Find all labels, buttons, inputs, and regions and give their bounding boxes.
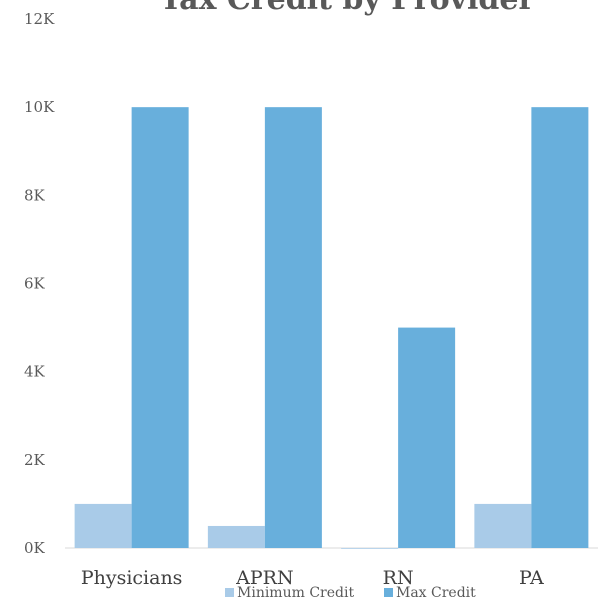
y-tick-label: 4K [24,363,46,381]
y-tick-label: 8K [24,186,46,204]
legend-swatch [225,588,234,597]
bars-group [74,107,589,549]
legend-label: Minimum Credit [237,585,354,601]
y-tick-label: 0K [24,539,46,557]
chart-title: Tax Credit by Provider [160,0,536,17]
x-tick-label: APRN [235,567,293,589]
bar-minimum-credit-aprn [207,525,265,548]
legend: Minimum Credit Max Credit [225,585,476,601]
bar-max-credit-rn [398,327,456,548]
y-tick-label: 6K [24,275,46,293]
x-tick-label: PA [519,567,544,589]
x-tick-label: RN [383,567,414,589]
y-tick-label: 12K [24,10,55,28]
bar-max-credit-pa [531,107,589,549]
legend-swatch [384,588,393,597]
bar-minimum-credit-pa [474,503,532,548]
y-tick-label: 10K [24,98,55,116]
x-tick-label: Physicians [81,567,183,589]
bar-max-credit-physicians [131,107,189,549]
bar-minimum-credit-rn [341,548,399,549]
bar-minimum-credit-physicians [74,503,132,548]
legend-label: Max Credit [396,585,476,601]
bar-max-credit-aprn [264,107,322,549]
y-axis-ticks: 0K 2K 4K 6K 8K 10K 12K [24,10,55,557]
x-axis-ticks: Physicians APRN RN PA [81,567,544,589]
y-tick-label: 2K [24,451,46,469]
